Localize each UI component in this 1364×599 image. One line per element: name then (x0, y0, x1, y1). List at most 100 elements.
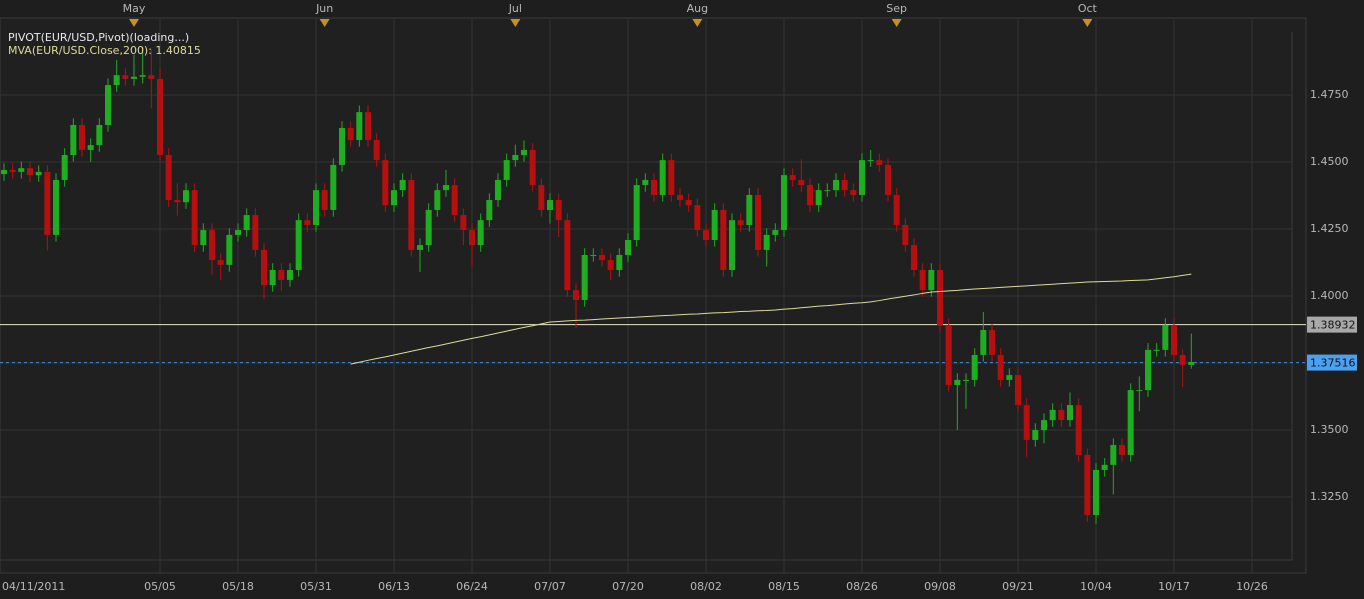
price-label: 1.37516 (1310, 357, 1356, 370)
candle-body (997, 354, 1004, 380)
candle-body (269, 270, 276, 286)
candle-body (174, 200, 181, 203)
month-marker (510, 19, 521, 27)
candle-body (607, 260, 614, 271)
candle-body (763, 234, 770, 250)
candle-body (87, 145, 94, 150)
candle-body (495, 179, 501, 201)
candle-body (1101, 464, 1108, 470)
candle-body (469, 230, 475, 246)
candle-body (573, 290, 579, 301)
candle-body (911, 245, 917, 271)
candle-body (755, 194, 761, 250)
candle-body (1015, 375, 1021, 406)
candle-body (885, 164, 891, 195)
candle-body (382, 160, 389, 206)
y-tick-label: 1.4500 (1310, 155, 1349, 168)
y-tick-label: 1.3500 (1310, 423, 1349, 436)
candle-body (685, 200, 692, 206)
candle-body (772, 230, 779, 235)
candle-body (451, 185, 458, 216)
candle-body (35, 171, 42, 176)
candle-body (79, 125, 85, 150)
candle-body (191, 190, 198, 246)
candle-body (261, 249, 267, 286)
candle-body (417, 245, 423, 250)
candle-body (460, 215, 467, 231)
candle-body (841, 179, 848, 191)
candle-body (971, 354, 978, 380)
candle-body (1075, 405, 1082, 455)
candle-body (165, 155, 172, 201)
candle-body (434, 190, 441, 210)
candle-body (70, 125, 77, 156)
candle-body (876, 160, 883, 165)
candle-body (599, 254, 605, 261)
month-label: May (123, 2, 146, 15)
candle-body (789, 175, 796, 180)
candle-body (833, 179, 839, 191)
candle-body (408, 179, 415, 250)
candle-body (113, 75, 120, 86)
candle-body (945, 324, 952, 385)
candle-body (581, 254, 588, 301)
price-label-box (1307, 354, 1357, 371)
x-tick-label: 09/08 (924, 580, 956, 593)
candle-body (148, 75, 155, 79)
candle-body (235, 230, 241, 235)
candle-body (425, 209, 432, 246)
candle-body (1145, 349, 1151, 391)
price-label: 1.38932 (1310, 319, 1356, 332)
candle-body (1153, 349, 1160, 351)
month-marker (129, 19, 139, 27)
legend-entry: MVA(EUR/USD.Close,200): 1.40815 (8, 44, 201, 57)
candle-body (61, 155, 68, 180)
candle-body (824, 190, 831, 192)
candle-body (989, 330, 995, 355)
candle-body (9, 170, 16, 172)
candle-body (243, 215, 250, 231)
candle-body (217, 260, 224, 265)
candle-body (1058, 409, 1065, 421)
candle-body (287, 270, 293, 280)
candle-body (399, 179, 406, 191)
candle-body (304, 220, 311, 225)
candle-body (209, 230, 215, 261)
candle-body (252, 215, 259, 250)
x-tick-label: 06/24 (456, 580, 488, 593)
candle-body (477, 220, 484, 246)
x-tick-label: 05/05 (144, 580, 176, 593)
x-tick-label: 07/07 (534, 580, 566, 593)
y-tick-label: 1.4000 (1310, 289, 1349, 302)
candle-body (1, 170, 7, 175)
y-tick-label: 1.3250 (1310, 490, 1349, 503)
month-label: Jul (508, 2, 522, 15)
candle-body (347, 127, 354, 141)
candle-body (356, 112, 363, 141)
candle-body (1162, 324, 1169, 350)
candle-body (746, 194, 753, 225)
candle-body (53, 179, 59, 235)
month-marker (1082, 19, 1093, 27)
candle-body (321, 190, 328, 210)
candle-body (547, 200, 553, 210)
candle-body (1119, 445, 1125, 455)
candle-body (729, 220, 735, 271)
candle-body (1067, 405, 1073, 421)
marks (0, 46, 1306, 524)
candle-body (139, 75, 146, 77)
candle-body (659, 160, 666, 195)
candle-body (538, 185, 545, 210)
candle-body (555, 200, 562, 221)
month-label: Oct (1078, 2, 1098, 15)
candle-body (616, 254, 623, 271)
candle-body (815, 190, 822, 206)
candle-body (44, 171, 51, 235)
candle-body (1032, 430, 1039, 440)
candle-body (278, 270, 285, 280)
candle-body (919, 270, 926, 291)
candle-body (529, 149, 536, 186)
candle-body (1049, 409, 1056, 421)
candle-body (200, 230, 207, 246)
x-tick-label: 08/15 (768, 580, 800, 593)
